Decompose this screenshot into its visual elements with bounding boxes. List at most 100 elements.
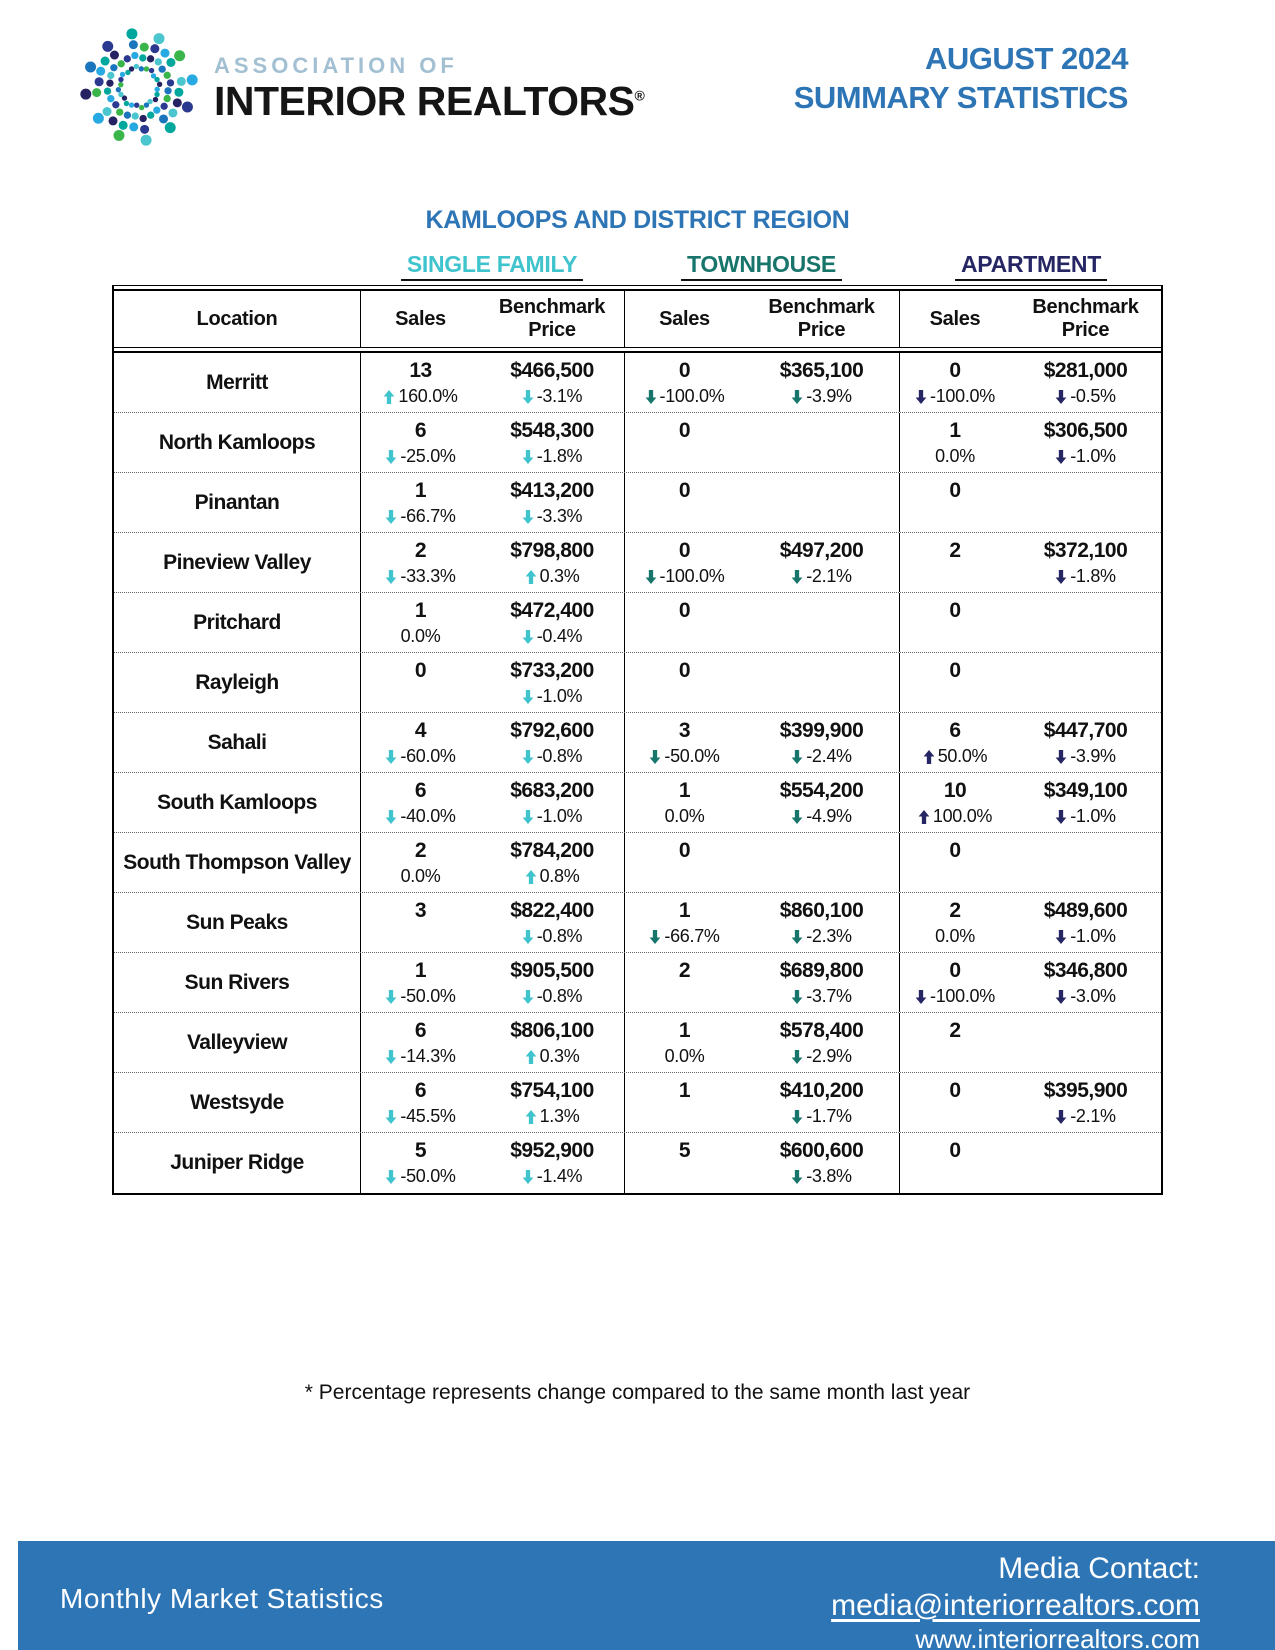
down-arrow-icon	[522, 509, 534, 524]
single-family-sales-cell: 2 -33.3%	[360, 533, 480, 592]
cell-percent-change	[625, 624, 744, 649]
townhouse-sales-cell: 1	[624, 1073, 744, 1132]
up-arrow-icon	[525, 1109, 536, 1124]
logo: ASSOCIATION OF INTERIOR REALTORS®	[78, 26, 645, 148]
townhouse-sales-cell: 0 -100.0%	[624, 533, 744, 592]
cell-value	[744, 657, 899, 684]
cell-percent-change: -1.8%	[1010, 564, 1161, 589]
cell-value: 3	[678, 719, 691, 742]
table-header-border	[114, 347, 1161, 353]
media-email-link[interactable]: media@interiorrealtors.com	[831, 1588, 1200, 1622]
townhouse-sales-cell: 0	[624, 653, 744, 712]
cell-percent-change: -1.0%	[480, 684, 624, 709]
apartment-sales-cell: 2	[899, 1013, 1010, 1072]
cell-percent-change: 0.0%	[935, 446, 975, 466]
cell-value: $578,400	[779, 1019, 864, 1042]
footer-left-label: Monthly Market Statistics	[60, 1583, 384, 1614]
single-family-benchmark-cell: $472,400 -0.4%	[480, 593, 624, 652]
single-family-sales-cell: 6 -40.0%	[360, 773, 480, 832]
cell-percent-change	[1010, 1044, 1161, 1069]
single-family-benchmark-cell: $952,900 -1.4%	[480, 1133, 624, 1193]
cell-percent-change	[625, 1164, 744, 1189]
cell-value: 1	[949, 419, 961, 442]
cell-value: $952,900	[510, 1139, 594, 1162]
cell-percent-change: 0.3%	[480, 564, 624, 589]
cell-value: 6	[414, 1079, 427, 1102]
townhouse-sales-cell: 3 -50.0%	[624, 713, 744, 772]
cell-percent-change	[625, 504, 744, 529]
apartment-benchmark-cell: $489,600 -1.0%	[1010, 893, 1161, 952]
cell-value	[1010, 1137, 1161, 1164]
cell-value: $689,800	[779, 959, 864, 982]
cell-percent-change	[900, 504, 1010, 529]
cell-value: 5	[678, 1139, 691, 1162]
townhouse-benchmark-cell: $365,100 -3.9%	[744, 353, 899, 412]
down-arrow-icon	[522, 989, 534, 1004]
cell-value: $554,200	[779, 779, 864, 802]
location-cell: Merritt	[206, 370, 268, 394]
table-row: Pritchard 1 0.0% $472,400 -0.4% 0 0	[114, 593, 1161, 653]
down-arrow-icon	[1055, 929, 1067, 944]
document-title: AUGUST 2024 SUMMARY STATISTICS	[794, 40, 1129, 118]
cell-percent-change	[361, 924, 480, 949]
cell-value: 4	[414, 719, 427, 742]
down-arrow-icon	[522, 629, 534, 644]
townhouse-benchmark-cell	[744, 413, 899, 472]
cell-percent-change	[900, 564, 1010, 589]
cell-percent-change	[744, 864, 899, 889]
cell-percent-change: -1.8%	[480, 444, 624, 469]
website-url: www.interiorrealtors.com	[915, 1624, 1200, 1650]
cell-value: $372,100	[1043, 539, 1128, 562]
townhouse-benchmark-cell: $578,400 -2.9%	[744, 1013, 899, 1072]
cell-percent-change: -50.0%	[361, 1164, 480, 1189]
location-cell: Valleyview	[186, 1030, 288, 1054]
up-arrow-icon	[525, 1049, 536, 1064]
cell-value: $365,100	[779, 359, 864, 382]
header-sf-sales: Sales	[360, 291, 480, 347]
cell-percent-change	[900, 1044, 1010, 1069]
cell-percent-change	[1010, 624, 1161, 649]
single-family-sales-cell: 5 -50.0%	[360, 1133, 480, 1193]
down-arrow-icon	[1055, 989, 1067, 1004]
single-family-sales-cell: 6 -14.3%	[360, 1013, 480, 1072]
cell-percent-change: 160.0%	[361, 384, 480, 409]
registered-mark-icon: ®	[634, 86, 645, 103]
single-family-sales-cell: 6 -45.5%	[360, 1073, 480, 1132]
cell-percent-change: -2.3%	[744, 924, 899, 949]
cell-value: $798,800	[510, 539, 594, 562]
cell-value: 0	[949, 479, 961, 502]
apartment-benchmark-cell	[1010, 1013, 1161, 1072]
cell-percent-change: 0.0%	[400, 626, 441, 646]
footnote: * Percentage represents change compared …	[304, 1381, 971, 1404]
cell-percent-change: -0.8%	[480, 924, 624, 949]
cell-percent-change	[900, 1104, 1010, 1129]
cell-percent-change: -25.0%	[361, 444, 480, 469]
cell-value: 1	[678, 1079, 691, 1102]
cell-value: 0	[678, 659, 691, 682]
cell-value: $399,900	[779, 719, 864, 742]
apartment-benchmark-cell	[1010, 833, 1161, 892]
apartment-sales-cell: 2	[899, 533, 1010, 592]
apartment-benchmark-cell	[1010, 593, 1161, 652]
single-family-sales-cell: 2 0.0%	[360, 833, 480, 892]
down-arrow-icon	[791, 989, 803, 1004]
cell-percent-change: -45.5%	[361, 1104, 480, 1129]
townhouse-sales-cell: 0	[624, 593, 744, 652]
logo-starburst-icon	[80, 28, 198, 146]
cell-value: 1	[414, 959, 427, 982]
table-row: Pineview Valley 2 -33.3% $798,800 0.3% 0…	[114, 533, 1161, 593]
cell-percent-change	[900, 684, 1010, 709]
table-row: Rayleigh 0 $733,200 -1.0% 0 0	[114, 653, 1161, 713]
cell-value: 0	[949, 839, 961, 862]
location-cell: Sahali	[207, 730, 267, 754]
cell-percent-change: -1.0%	[480, 804, 624, 829]
cell-value: 1	[678, 779, 691, 802]
cell-percent-change: -0.4%	[480, 624, 624, 649]
cell-percent-change: -100.0%	[900, 984, 1010, 1009]
table-top-border	[114, 285, 1161, 291]
single-family-sales-cell: 0	[360, 653, 480, 712]
cell-percent-change: -50.0%	[625, 744, 744, 769]
cell-value: 0	[678, 419, 691, 442]
apartment-sales-cell: 2 0.0%	[899, 893, 1010, 952]
down-arrow-icon	[385, 989, 397, 1004]
